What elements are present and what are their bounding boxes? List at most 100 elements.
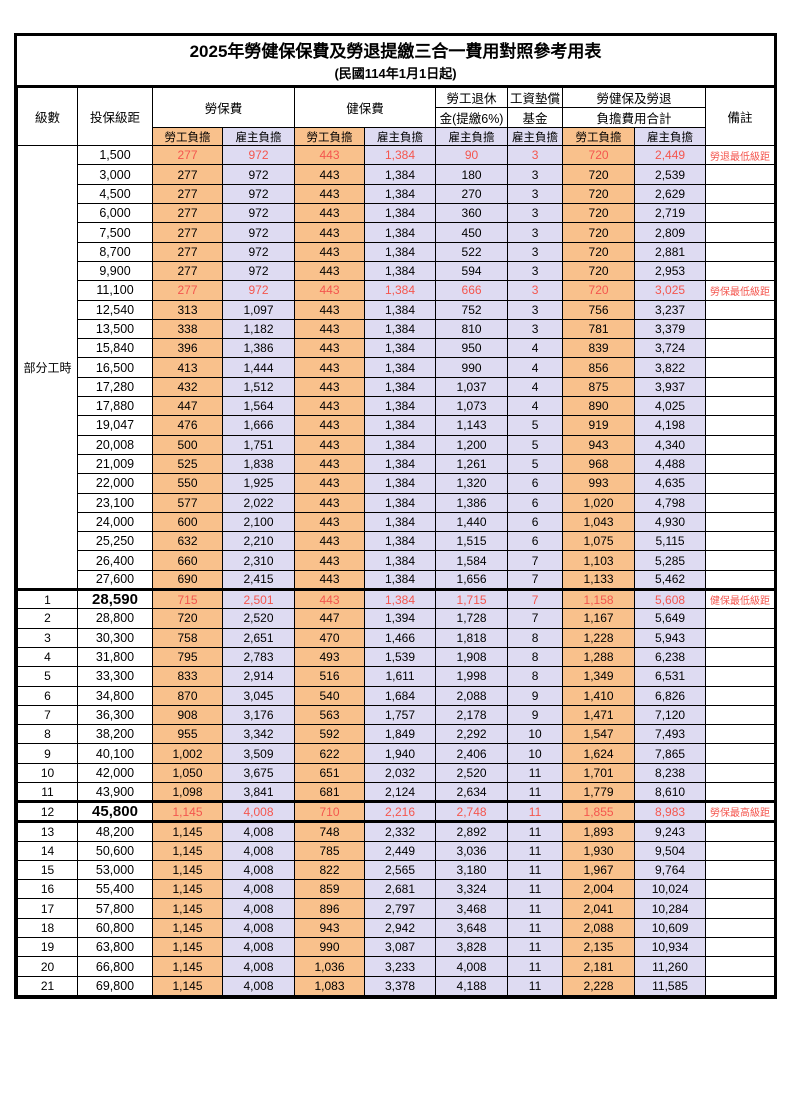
value-cell: 11 (507, 762, 564, 783)
note-cell (705, 937, 776, 958)
value-cell: 11 (507, 840, 564, 861)
value-cell: 1,182 (221, 318, 296, 340)
bracket-cell: 25,250 (77, 531, 153, 552)
table-row: 20,008 500 1,751 443 1,384 1,200 5 943 4,340 (18, 434, 776, 455)
value-cell: 1,440 (435, 511, 509, 533)
value-cell: 443 (294, 203, 366, 224)
value-cell: 10,284 (634, 898, 707, 919)
value-cell: 660 (152, 550, 223, 571)
value-cell: 2,449 (634, 145, 707, 166)
value-cell: 4 (507, 396, 564, 417)
header-fund-employer-share: 雇主負擔 (507, 127, 564, 147)
bracket-cell: 48,200 (77, 821, 153, 842)
table-row: 9,900 277 972 443 1,384 594 3 720 2,953 (18, 260, 776, 282)
header-health-employee-share: 勞工負擔 (294, 127, 366, 147)
value-cell: 443 (294, 318, 366, 340)
value-cell: 1,410 (562, 685, 636, 706)
value-cell: 2,310 (221, 550, 296, 571)
value-cell: 3,087 (364, 937, 437, 958)
note-cell (705, 704, 776, 726)
value-cell: 2,809 (634, 222, 707, 243)
title-block: 2025年勞健保保費及勞退提繳三合一費用對照參考用表 (民國114年1月1日起) (17, 36, 774, 88)
table-row: 12,540 313 1,097 443 1,384 752 3 756 3,237 (18, 299, 776, 320)
value-cell: 4,198 (634, 415, 707, 436)
value-cell: 681 (294, 781, 366, 803)
value-cell: 3,648 (435, 917, 509, 939)
level-cell: 12 (17, 800, 78, 824)
value-cell: 4 (507, 357, 564, 378)
header-pension-line1: 勞工退休 (435, 87, 509, 109)
value-cell: 313 (152, 299, 223, 320)
value-cell: 1,036 (294, 956, 366, 977)
table-row: 19 63,800 1,145 4,008 990 3,087 3,828 11 2,135 10… (17, 937, 776, 958)
value-cell: 11 (507, 898, 564, 919)
value-cell: 1,384 (364, 550, 437, 571)
value-cell: 748 (294, 821, 366, 842)
value-cell: 810 (435, 318, 509, 340)
table-row: 2 28,800 720 2,520 447 1,394 1,728 7 1,167 5,649 (17, 608, 776, 629)
value-cell: 1,384 (364, 299, 437, 320)
value-cell: 859 (294, 879, 366, 900)
value-cell: 1,133 (562, 569, 636, 591)
page-title: 2025年勞健保保費及勞退提繳三合一費用對照參考用表 (189, 42, 602, 61)
table-row: 11,100 277 972 443 1,384 666 3 720 3,025 勞保最低級距 (18, 280, 776, 301)
value-cell: 2,634 (435, 781, 509, 803)
value-cell: 3,468 (435, 898, 509, 919)
value-cell: 1,145 (152, 937, 223, 958)
value-cell: 1,103 (562, 550, 636, 571)
value-cell: 1,515 (435, 531, 509, 552)
table-row: 8,700 277 972 443 1,384 522 3 720 2,881 (18, 241, 776, 262)
level-cell: 17 (17, 898, 78, 919)
value-cell: 3,509 (221, 743, 296, 764)
value-cell: 720 (562, 183, 636, 205)
value-cell: 396 (152, 338, 223, 359)
value-cell: 1,384 (364, 587, 437, 610)
note-cell (705, 956, 776, 977)
table-row: 27,600 690 2,415 443 1,384 1,656 7 1,133 5,462 (18, 569, 776, 591)
value-cell: 7 (507, 608, 564, 629)
value-cell: 720 (562, 222, 636, 243)
note-cell (705, 183, 776, 205)
value-cell: 1,855 (562, 800, 636, 824)
value-cell: 2,228 (562, 975, 636, 996)
value-cell: 2,004 (562, 879, 636, 900)
value-cell: 720 (562, 164, 636, 185)
value-cell: 1,818 (435, 627, 509, 648)
value-cell: 1,098 (152, 781, 223, 803)
bracket-cell: 57,800 (77, 898, 153, 919)
value-cell: 1,145 (152, 898, 223, 919)
value-cell: 6,826 (634, 685, 707, 706)
value-cell: 4,008 (221, 917, 296, 939)
note-cell: 勞保最低級距 (705, 280, 776, 301)
value-cell: 432 (152, 376, 223, 398)
value-cell: 9,243 (634, 821, 707, 842)
note-cell (705, 203, 776, 224)
value-cell: 1,779 (562, 781, 636, 803)
level-cell: 3 (17, 627, 78, 648)
note-cell (705, 164, 776, 185)
table-row: 26,400 660 2,310 443 1,384 1,584 7 1,103 5,285 (18, 550, 776, 571)
bracket-cell: 9,900 (77, 260, 153, 282)
bracket-cell: 38,200 (77, 724, 153, 745)
value-cell: 2,032 (364, 762, 437, 783)
value-cell: 1,145 (152, 840, 223, 861)
value-cell: 3,822 (634, 357, 707, 378)
value-cell: 4,008 (221, 840, 296, 861)
value-cell: 360 (435, 203, 509, 224)
value-cell: 720 (562, 203, 636, 224)
bracket-cell: 40,100 (77, 743, 153, 764)
bracket-cell: 36,300 (77, 704, 153, 726)
value-cell: 2,520 (221, 608, 296, 629)
value-cell: 3 (507, 145, 564, 166)
value-cell: 1,143 (435, 415, 509, 436)
value-cell: 781 (562, 318, 636, 340)
value-cell: 3,324 (435, 879, 509, 900)
value-cell: 8 (507, 646, 564, 668)
value-cell: 2,629 (634, 183, 707, 205)
note-cell (705, 646, 776, 668)
bracket-cell: 8,700 (77, 241, 153, 262)
bracket-cell: 3,000 (77, 164, 153, 185)
level-cell: 4 (17, 646, 78, 668)
value-cell: 1,386 (435, 492, 509, 513)
note-cell (705, 338, 776, 359)
